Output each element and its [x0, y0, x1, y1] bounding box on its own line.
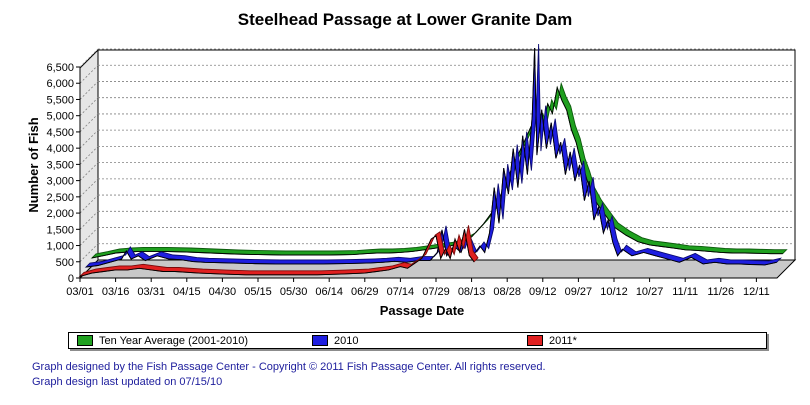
y-tick-label: 3,500: [46, 159, 74, 171]
y-tick-label: 6,500: [46, 62, 74, 74]
gridline-depth: [79, 146, 99, 165]
series-line-2010: [85, 47, 777, 268]
gridline-depth: [79, 162, 99, 181]
x-tick-label: 08/13: [458, 286, 486, 298]
gridline-depth: [79, 48, 99, 68]
x-tick-label: 09/27: [565, 286, 593, 298]
x-tick-label: 07/14: [387, 286, 415, 298]
gridline-depth: [79, 81, 99, 100]
axes: 0 500 1,000 1,500 2,000 2,500 3,000 3,500 4,000 4…: [46, 62, 777, 298]
x-tick-label: 10/12: [600, 286, 628, 298]
credit-line-updated: Graph design last updated on 07/15/10: [32, 376, 223, 388]
x-tick-label: 09/12: [529, 286, 557, 298]
x-axis-label: Passage Date: [380, 303, 465, 318]
x-tick-label: 08/28: [493, 286, 521, 298]
legend-item-2011: 2011*: [527, 334, 577, 347]
y-tick-label: 0: [68, 273, 74, 285]
legend-label: Ten Year Average (2001-2010): [99, 334, 249, 347]
gridline-depth: [79, 211, 99, 230]
x-tick-label: 12/11: [743, 286, 770, 298]
x-tick-label: 10/27: [636, 286, 664, 298]
x-tick-label: 03/16: [102, 286, 130, 298]
gridline-depth: [79, 64, 99, 84]
y-tick-label: 2,000: [46, 208, 74, 220]
y-tick-label: 4,500: [46, 127, 74, 139]
steelhead-passage-chart: 0 500 1,000 1,500 2,000 2,500 3,000 3,500 4,000 4…: [26, 43, 797, 318]
x-tick-label: 04/15: [173, 286, 201, 298]
y-tick-label: 2,500: [46, 192, 74, 204]
legend-swatch-green: [77, 335, 93, 346]
x-tick-label: 03/31: [137, 286, 165, 298]
y-tick-label: 3,000: [46, 176, 74, 188]
legend-item-2010: 2010: [312, 334, 358, 347]
x-tick-label: 04/30: [209, 286, 237, 298]
gridline-depth: [79, 113, 99, 133]
credit-line-copyright: Graph designed by the Fish Passage Cente…: [32, 361, 546, 373]
y-tick-label: 5,000: [46, 111, 74, 123]
x-tick-label: 07/29: [422, 286, 450, 298]
y-axis-label: Number of Fish: [26, 117, 41, 212]
legend-swatch-red: [527, 335, 543, 346]
x-tick-label: 11/11: [672, 286, 698, 298]
legend: Ten Year Average (2001-2010) 2010 2011*: [68, 332, 767, 349]
x-tick-label: 06/14: [315, 286, 343, 298]
gridline-depth: [79, 178, 99, 198]
series-line-2011-: [79, 229, 475, 277]
x-tick-label: 05/15: [244, 286, 272, 298]
x-tick-label: 11/26: [707, 286, 734, 298]
y-tick-label: 1,000: [46, 241, 74, 253]
x-tick-label: 03/01: [66, 286, 94, 298]
legend-label: 2011*: [549, 334, 577, 347]
legend-item-ten-year-average: Ten Year Average (2001-2010): [77, 334, 248, 347]
gridline-depth: [79, 243, 99, 263]
x-tick-label: 06/29: [351, 286, 379, 298]
y-tick-label: 500: [56, 257, 74, 269]
y-tick-label: 1,500: [46, 224, 74, 236]
gridline-depth: [79, 227, 99, 246]
y-tick-label: 6,000: [46, 78, 74, 90]
gridline-depth: [79, 97, 99, 116]
chart-title: Steelhead Passage at Lower Granite Dam: [237, 10, 573, 29]
legend-label: 2010: [334, 334, 359, 347]
gridline-depth: [79, 129, 99, 149]
x-tick-label: 05/30: [280, 286, 308, 298]
series-layer: [78, 43, 788, 278]
gridline-depth: [79, 194, 99, 214]
legend-swatch-blue: [312, 335, 328, 346]
y-tick-label: 5,500: [46, 94, 74, 106]
y-tick-label: 4,000: [46, 143, 74, 155]
